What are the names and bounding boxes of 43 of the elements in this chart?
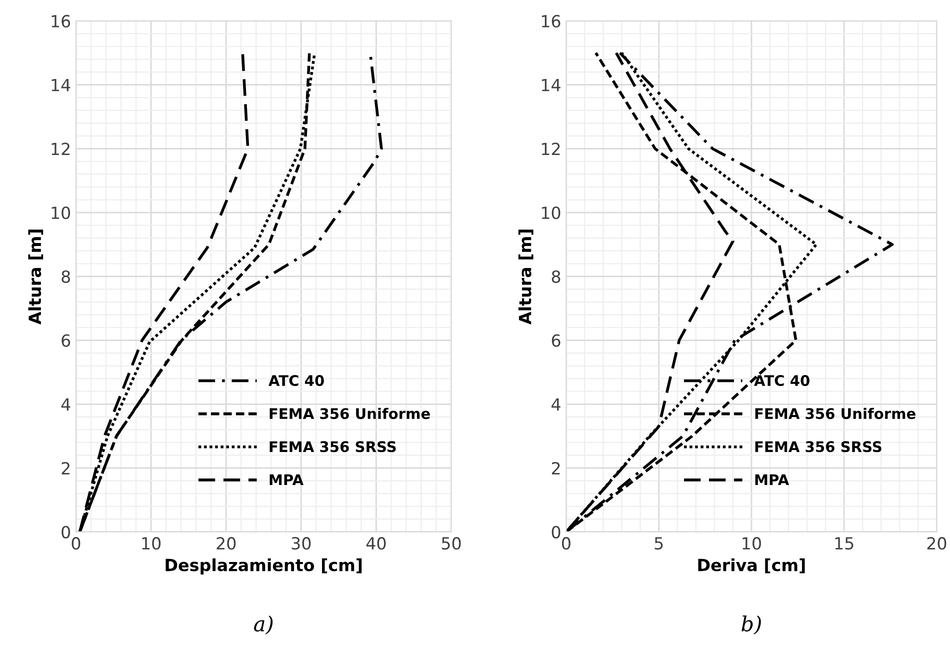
- legend-label: FEMA 356 Uniforme: [755, 408, 916, 420]
- x-tick-label: 40: [366, 537, 386, 550]
- y-tick-label: 0: [62, 526, 70, 538]
- x-tick-label: 30: [292, 537, 311, 550]
- y-tick-label: 12: [542, 142, 560, 156]
- x-tick-label: 0: [72, 537, 80, 550]
- y-tick-label: 16: [542, 14, 560, 28]
- x-tick-label: 10: [742, 537, 761, 550]
- legend-label: FEMA 356 SRSS: [755, 441, 882, 452]
- y-tick-label: 4: [61, 398, 70, 410]
- legend-label: MPA: [270, 474, 304, 486]
- y-tick-label: 6: [552, 334, 560, 347]
- y-tick-label: 14: [52, 79, 70, 92]
- legend-label: FEMA 356 Uniforme: [270, 408, 430, 420]
- y-tick-label: 8: [552, 270, 560, 283]
- x-tick-label: 20: [927, 537, 946, 550]
- y-tick-label: 6: [62, 334, 70, 347]
- x-tick-label: 5: [654, 537, 663, 550]
- x-axis-title: Desplazamiento [cm]: [166, 558, 362, 575]
- x-tick-label: 0: [562, 537, 570, 550]
- y-tick-label: 12: [52, 142, 70, 156]
- text: b): [742, 615, 761, 635]
- y-tick-label: 16: [52, 14, 70, 28]
- legend-label: ATC 40: [268, 375, 324, 386]
- y-tick-label: 10: [52, 206, 70, 220]
- x-axis-title: Deriva [cm]: [698, 558, 805, 574]
- y-tick-label: 10: [542, 206, 560, 220]
- y-tick-label: 8: [62, 270, 70, 283]
- legend-label: FEMA 356 SRSS: [270, 441, 396, 452]
- y-tick-label: 0: [552, 526, 560, 538]
- y-tick-label: 2: [552, 462, 560, 474]
- x-tick-label: 10: [142, 537, 161, 550]
- x-tick-label: 15: [835, 537, 854, 550]
- y-axis-title: Altura [m]: [28, 230, 44, 324]
- y-axis-title: Altura [m]: [518, 230, 534, 324]
- x-tick-label: 50: [442, 537, 461, 550]
- y-tick-label: 4: [552, 398, 560, 410]
- x-tick-label: 20: [216, 537, 236, 550]
- y-tick-label: 14: [542, 79, 560, 92]
- legend-label: ATC 40: [754, 375, 810, 386]
- text: a): [254, 615, 273, 635]
- y-tick-label: 2: [62, 462, 70, 474]
- legend-label: MPA: [755, 474, 790, 486]
